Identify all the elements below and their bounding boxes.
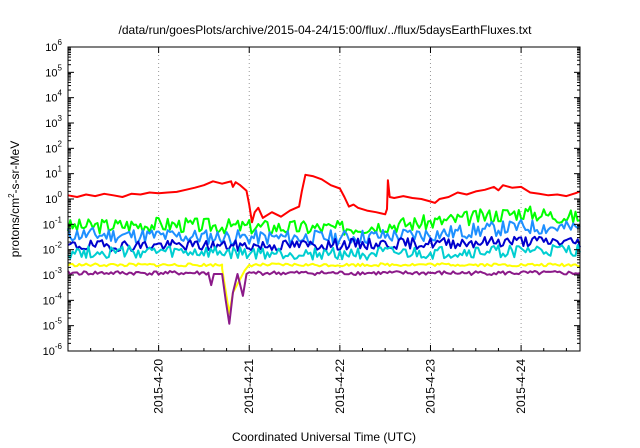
y-tick-base: 10 bbox=[43, 270, 55, 282]
y-tick-base: 10 bbox=[45, 67, 57, 79]
y-tick-label: 10-5 bbox=[43, 317, 63, 333]
y-tick-exp: -6 bbox=[55, 342, 63, 351]
series-lines bbox=[67, 173, 581, 325]
x-tick-label: 2015-4-21 bbox=[242, 359, 256, 414]
y-tick-base: 10 bbox=[45, 118, 57, 130]
x-tick-label: 2015-4-20 bbox=[152, 359, 166, 414]
y-tick-base: 10 bbox=[43, 346, 55, 358]
y-axis-label-prefix: protons/cm bbox=[8, 198, 22, 257]
chart-title: /data/run/goesPlots/archive/2015-04-24/1… bbox=[119, 23, 533, 37]
y-tick-label: 10-3 bbox=[43, 266, 63, 282]
y-tick-exp: 2 bbox=[58, 139, 63, 148]
y-tick-label: 104 bbox=[45, 89, 62, 105]
y-tick-base: 10 bbox=[43, 219, 55, 231]
y-tick-exp: 4 bbox=[58, 89, 63, 98]
y-tick-base: 10 bbox=[43, 245, 55, 257]
y-tick-base: 10 bbox=[45, 194, 57, 206]
series-line-1 bbox=[67, 173, 581, 224]
y-tick-label: 10-4 bbox=[43, 291, 63, 307]
y-tick-label: 103 bbox=[45, 114, 62, 130]
y-tick-label: 10-2 bbox=[43, 241, 63, 257]
y-tick-exp: 5 bbox=[58, 63, 63, 72]
y-tick-label: 10-1 bbox=[43, 215, 63, 231]
y-tick-label: 100 bbox=[45, 190, 62, 206]
series-line-3 bbox=[67, 218, 581, 246]
grid-lines bbox=[158, 47, 522, 351]
y-tick-label: 101 bbox=[45, 165, 62, 181]
x-axis-label: Coordinated Universal Time (UTC) bbox=[232, 430, 416, 444]
series-line-2 bbox=[67, 205, 581, 236]
x-tick-label: 2015-4-23 bbox=[423, 359, 437, 414]
y-tick-exp: -4 bbox=[55, 291, 63, 300]
y-tick-base: 10 bbox=[43, 295, 55, 307]
y-tick-label: 10-6 bbox=[43, 342, 63, 358]
y-tick-base: 10 bbox=[45, 143, 57, 155]
y-tick-exp: 1 bbox=[58, 165, 63, 174]
y-axis-label-sup: 2 bbox=[7, 193, 16, 198]
series-line-6 bbox=[67, 262, 580, 315]
y-tick-label: 102 bbox=[45, 139, 62, 155]
y-tick-exp: -2 bbox=[55, 241, 63, 250]
x-tick-label: 2015-4-24 bbox=[514, 359, 528, 414]
y-tick-exp: 3 bbox=[58, 114, 63, 123]
y-tick-base: 10 bbox=[45, 93, 57, 105]
y-axis-ticks: 10-610-510-410-310-210-11001011021031041… bbox=[43, 38, 580, 358]
x-tick-label: 2015-4-22 bbox=[333, 359, 347, 414]
y-tick-base: 10 bbox=[45, 169, 57, 181]
y-tick-label: 105 bbox=[45, 63, 62, 79]
y-tick-exp: -1 bbox=[55, 215, 63, 224]
y-axis-label: protons/cm2-s-sr-MeV bbox=[7, 141, 22, 257]
y-tick-exp: 0 bbox=[58, 190, 63, 199]
y-tick-base: 10 bbox=[45, 42, 57, 54]
y-tick-base: 10 bbox=[43, 321, 55, 333]
y-axis-label-suffix: -s-sr-MeV bbox=[8, 141, 22, 194]
y-tick-exp: -5 bbox=[55, 317, 63, 326]
y-tick-exp: -3 bbox=[55, 266, 63, 275]
y-tick-exp: 6 bbox=[58, 38, 63, 47]
x-axis-ticks: 2015-4-20 2015-4-21 2015-4-22 2015-4-23 2015… bbox=[90, 47, 567, 414]
series-line-7 bbox=[67, 270, 581, 325]
y-tick-label: 106 bbox=[45, 38, 62, 54]
series-line-5 bbox=[67, 244, 581, 261]
